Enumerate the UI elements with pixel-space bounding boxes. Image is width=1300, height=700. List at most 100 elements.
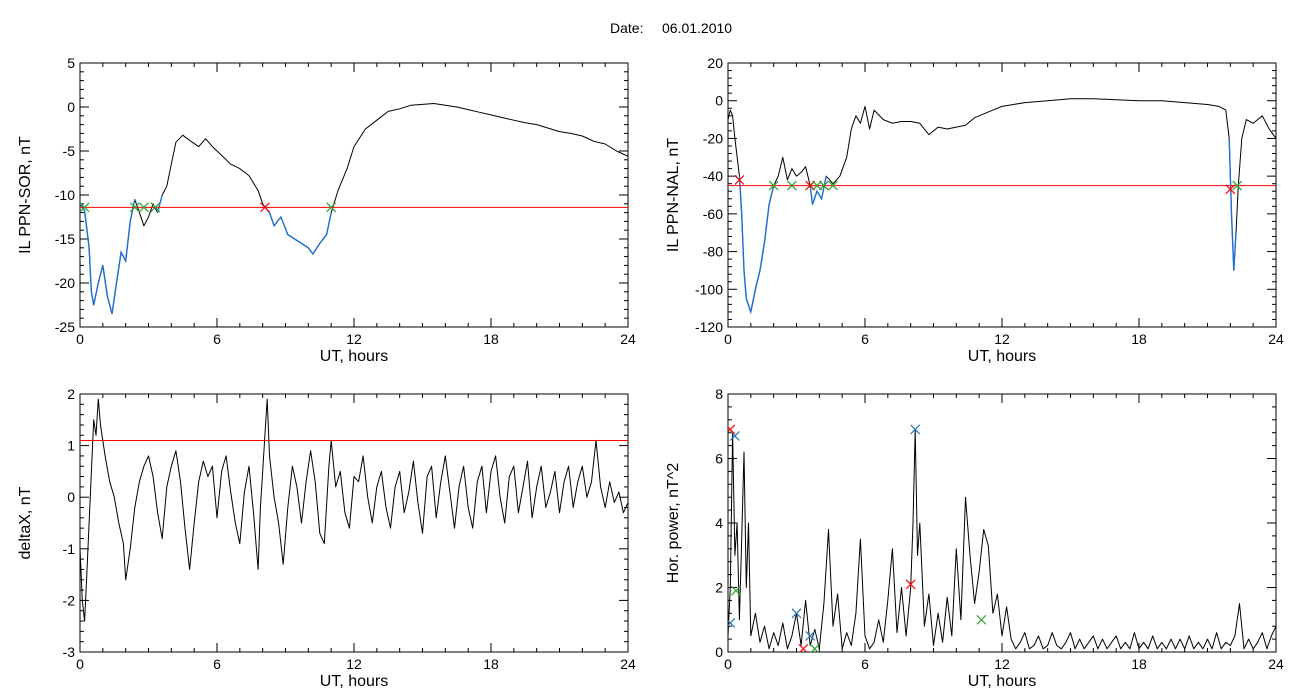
figure-title-label: Date: xyxy=(610,20,643,36)
data-series-line xyxy=(728,429,1276,650)
x-marker xyxy=(728,424,736,435)
x-marker xyxy=(910,424,921,435)
x-marker xyxy=(728,618,736,628)
x-axis-title: UT, hours xyxy=(320,673,388,690)
y-tick-label: -2 xyxy=(63,592,76,608)
x-tick-label: 12 xyxy=(346,656,362,672)
x-marker xyxy=(905,579,916,590)
x-tick-label: 24 xyxy=(620,331,636,347)
x-marker xyxy=(326,202,337,213)
plot-frame xyxy=(79,393,629,653)
y-tick-label: 0 xyxy=(67,99,75,115)
x-marker xyxy=(731,585,741,596)
x-axis-title: UT, hours xyxy=(968,673,1036,690)
x-axis-title: UT, hours xyxy=(968,348,1036,365)
x-tick-label: 12 xyxy=(994,656,1010,672)
x-marker xyxy=(791,608,802,619)
x-marker xyxy=(805,630,816,641)
x-marker xyxy=(809,643,820,652)
x-tick-label: 12 xyxy=(346,331,362,347)
x-tick-label: 0 xyxy=(76,656,84,672)
data-series-line xyxy=(728,98,1276,313)
highlight-series-segment xyxy=(809,175,827,205)
data-series-line xyxy=(80,103,628,315)
x-marker xyxy=(787,180,797,191)
panel-il-ppn-sor: 0 6 12 18 24 -25 -20 -15 -10 -5 0 5 UT, hours IL PPN-… xyxy=(17,55,636,365)
x-marker xyxy=(818,180,829,191)
y-tick-label: -10 xyxy=(55,187,75,203)
y-tick-label: -100 xyxy=(695,281,723,297)
y-tick-label: 20 xyxy=(707,55,723,71)
plot-frame xyxy=(727,62,1277,328)
highlight-series-segment xyxy=(738,176,775,315)
x-tick-label: 0 xyxy=(76,331,84,347)
y-tick-label: -40 xyxy=(703,168,723,184)
y-tick-label: -3 xyxy=(63,644,76,660)
plot-area xyxy=(728,424,1276,652)
x-tick-label: 18 xyxy=(1131,331,1147,347)
x-tick-label: 18 xyxy=(1131,656,1147,672)
highlight-series-segment xyxy=(262,203,332,256)
x-tick-label: 18 xyxy=(483,331,499,347)
x-marker xyxy=(798,643,809,652)
x-tick-label: 24 xyxy=(1268,331,1284,347)
panel-il-ppn-nal: 0 6 12 18 24 -120 -100 -80 -60 -40 -20 0 20 UT, hours… xyxy=(665,55,1284,365)
x-tick-label: 6 xyxy=(213,656,221,672)
x-tick-label: 24 xyxy=(1268,656,1284,672)
plot-area xyxy=(80,103,628,315)
y-tick-label: 2 xyxy=(715,580,723,596)
x-tick-label: 0 xyxy=(724,331,732,347)
x-marker xyxy=(768,180,779,191)
y-tick-label: -25 xyxy=(55,319,75,335)
data-series-line xyxy=(80,398,628,622)
x-marker xyxy=(828,180,838,191)
x-tick-label: 24 xyxy=(620,656,636,672)
x-marker xyxy=(729,431,740,441)
x-marker xyxy=(812,180,822,191)
y-tick-label: 6 xyxy=(715,451,723,467)
x-marker xyxy=(80,202,90,213)
x-axis-title: UT, hours xyxy=(320,348,388,365)
x-marker xyxy=(150,202,161,213)
y-tick-label: 8 xyxy=(715,386,723,402)
plot-area xyxy=(728,98,1276,315)
plot-frame xyxy=(727,393,1277,653)
y-tick-label: -20 xyxy=(55,275,75,291)
x-tick-label: 18 xyxy=(483,656,499,672)
highlight-series-segment xyxy=(1228,138,1237,271)
y-tick-label: 0 xyxy=(715,93,723,109)
x-tick-label: 6 xyxy=(861,331,869,347)
x-tick-label: 0 xyxy=(724,656,732,672)
y-tick-label: -60 xyxy=(703,206,723,222)
figure-title-date: 06.01.2010 xyxy=(662,20,732,36)
x-marker xyxy=(805,180,816,191)
y-tick-label: 1 xyxy=(67,438,75,454)
x-marker xyxy=(1225,184,1236,195)
y-axis-title: deltaX, nT xyxy=(17,486,34,559)
x-marker xyxy=(260,202,270,213)
x-tick-label: 6 xyxy=(861,656,869,672)
y-tick-label: -80 xyxy=(703,244,723,260)
highlight-series-segment xyxy=(80,199,136,314)
y-tick-label: 0 xyxy=(715,644,723,660)
x-marker xyxy=(139,202,149,213)
y-tick-label: 4 xyxy=(715,515,723,531)
x-marker xyxy=(734,174,745,185)
y-axis-title: IL PPN-SOR, nT xyxy=(17,136,34,254)
x-marker xyxy=(1232,180,1243,191)
y-axis-title: IL PPN-NAL, nT xyxy=(665,138,682,252)
y-tick-label: -120 xyxy=(695,319,723,335)
y-tick-label: 5 xyxy=(67,55,75,71)
y-tick-label: -1 xyxy=(63,541,76,557)
x-marker xyxy=(129,202,140,213)
y-tick-label: 2 xyxy=(67,386,75,402)
x-marker xyxy=(976,614,987,625)
y-tick-label: -15 xyxy=(55,231,75,247)
x-tick-label: 12 xyxy=(994,331,1010,347)
plot-area xyxy=(80,398,628,622)
y-tick-label: -5 xyxy=(63,143,76,159)
y-tick-label: 0 xyxy=(67,489,75,505)
